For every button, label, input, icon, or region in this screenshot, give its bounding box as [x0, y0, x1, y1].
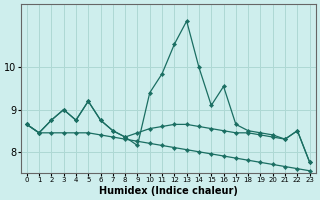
- X-axis label: Humidex (Indice chaleur): Humidex (Indice chaleur): [99, 186, 238, 196]
